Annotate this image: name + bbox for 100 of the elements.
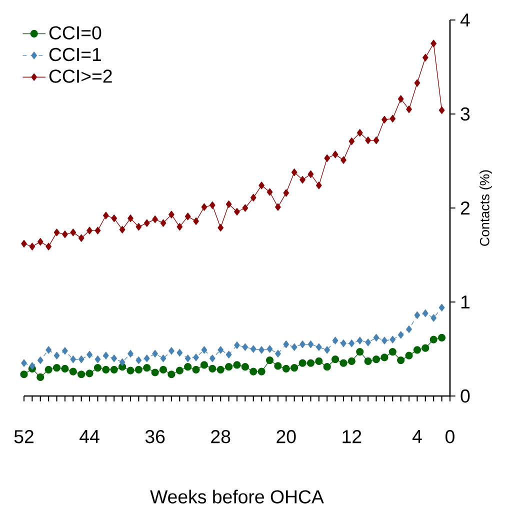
point — [258, 368, 266, 376]
point — [291, 168, 298, 176]
point — [388, 348, 396, 356]
point — [398, 331, 404, 339]
x-tick-label: 52 — [14, 430, 34, 444]
point — [54, 352, 60, 360]
point — [413, 346, 422, 354]
point — [308, 170, 314, 178]
point — [234, 208, 240, 216]
point — [62, 230, 68, 238]
point — [134, 366, 142, 374]
point — [300, 340, 306, 348]
point — [250, 345, 256, 353]
point — [111, 214, 118, 222]
point — [86, 350, 92, 358]
x-tick-label: 44 — [80, 430, 100, 443]
point — [193, 217, 199, 225]
point — [151, 368, 159, 376]
point — [283, 340, 290, 348]
point — [218, 346, 224, 354]
point — [192, 366, 200, 374]
point — [406, 106, 412, 114]
point — [290, 364, 298, 372]
y-axis-title: Contacts (%) — [480, 170, 492, 246]
point — [275, 203, 281, 211]
point — [160, 219, 166, 227]
point — [37, 356, 44, 364]
point — [168, 347, 174, 355]
point — [373, 136, 380, 144]
point — [78, 356, 84, 364]
point — [176, 222, 183, 231]
point — [193, 354, 199, 362]
point — [102, 212, 109, 220]
point — [331, 356, 340, 364]
point — [201, 346, 208, 354]
point — [283, 189, 290, 197]
point — [258, 346, 264, 354]
point — [136, 222, 142, 231]
point — [70, 228, 76, 236]
point — [258, 182, 264, 190]
point — [218, 224, 224, 232]
x-axis-title: Weeks before OHCA — [150, 490, 324, 504]
point — [86, 370, 94, 378]
x-tick-label: 28 — [211, 430, 230, 444]
point — [430, 314, 437, 322]
point — [380, 354, 388, 362]
point — [159, 366, 168, 374]
point — [233, 361, 241, 369]
point — [382, 336, 388, 344]
y-tick-label: 1 — [461, 296, 470, 308]
point — [46, 242, 52, 250]
point — [332, 150, 338, 158]
point — [315, 357, 323, 366]
point — [152, 215, 158, 224]
point — [382, 116, 388, 124]
point — [405, 352, 413, 360]
point — [46, 346, 52, 354]
point — [224, 363, 233, 371]
point — [414, 79, 420, 87]
point — [110, 366, 118, 374]
point — [152, 350, 158, 358]
point — [94, 356, 101, 364]
point — [144, 354, 150, 362]
point — [390, 114, 396, 122]
point — [119, 358, 126, 366]
point — [324, 346, 330, 354]
point — [37, 238, 44, 246]
point — [250, 368, 258, 376]
point — [390, 336, 396, 344]
point — [69, 368, 77, 376]
point — [44, 366, 52, 374]
point — [308, 340, 314, 348]
point — [316, 182, 322, 190]
legend-label: CCI=1 — [49, 48, 101, 62]
point — [275, 350, 281, 358]
point — [126, 366, 134, 374]
x-tick-label: 0 — [446, 430, 454, 444]
y-tick-label: 3 — [460, 107, 470, 121]
point — [144, 219, 150, 227]
point — [21, 240, 27, 248]
point — [422, 54, 428, 62]
point — [21, 359, 27, 367]
point — [86, 226, 92, 234]
point — [62, 347, 68, 355]
point — [176, 366, 184, 374]
point — [397, 356, 405, 364]
point — [298, 359, 306, 367]
point — [94, 226, 101, 234]
point — [200, 361, 208, 369]
point — [209, 201, 216, 209]
point — [300, 176, 306, 184]
point — [136, 356, 142, 364]
point — [128, 214, 134, 222]
point — [414, 311, 420, 319]
point — [70, 356, 76, 364]
point — [143, 364, 151, 372]
point — [266, 356, 274, 364]
point — [242, 204, 248, 212]
point — [61, 364, 69, 373]
point — [438, 106, 445, 114]
